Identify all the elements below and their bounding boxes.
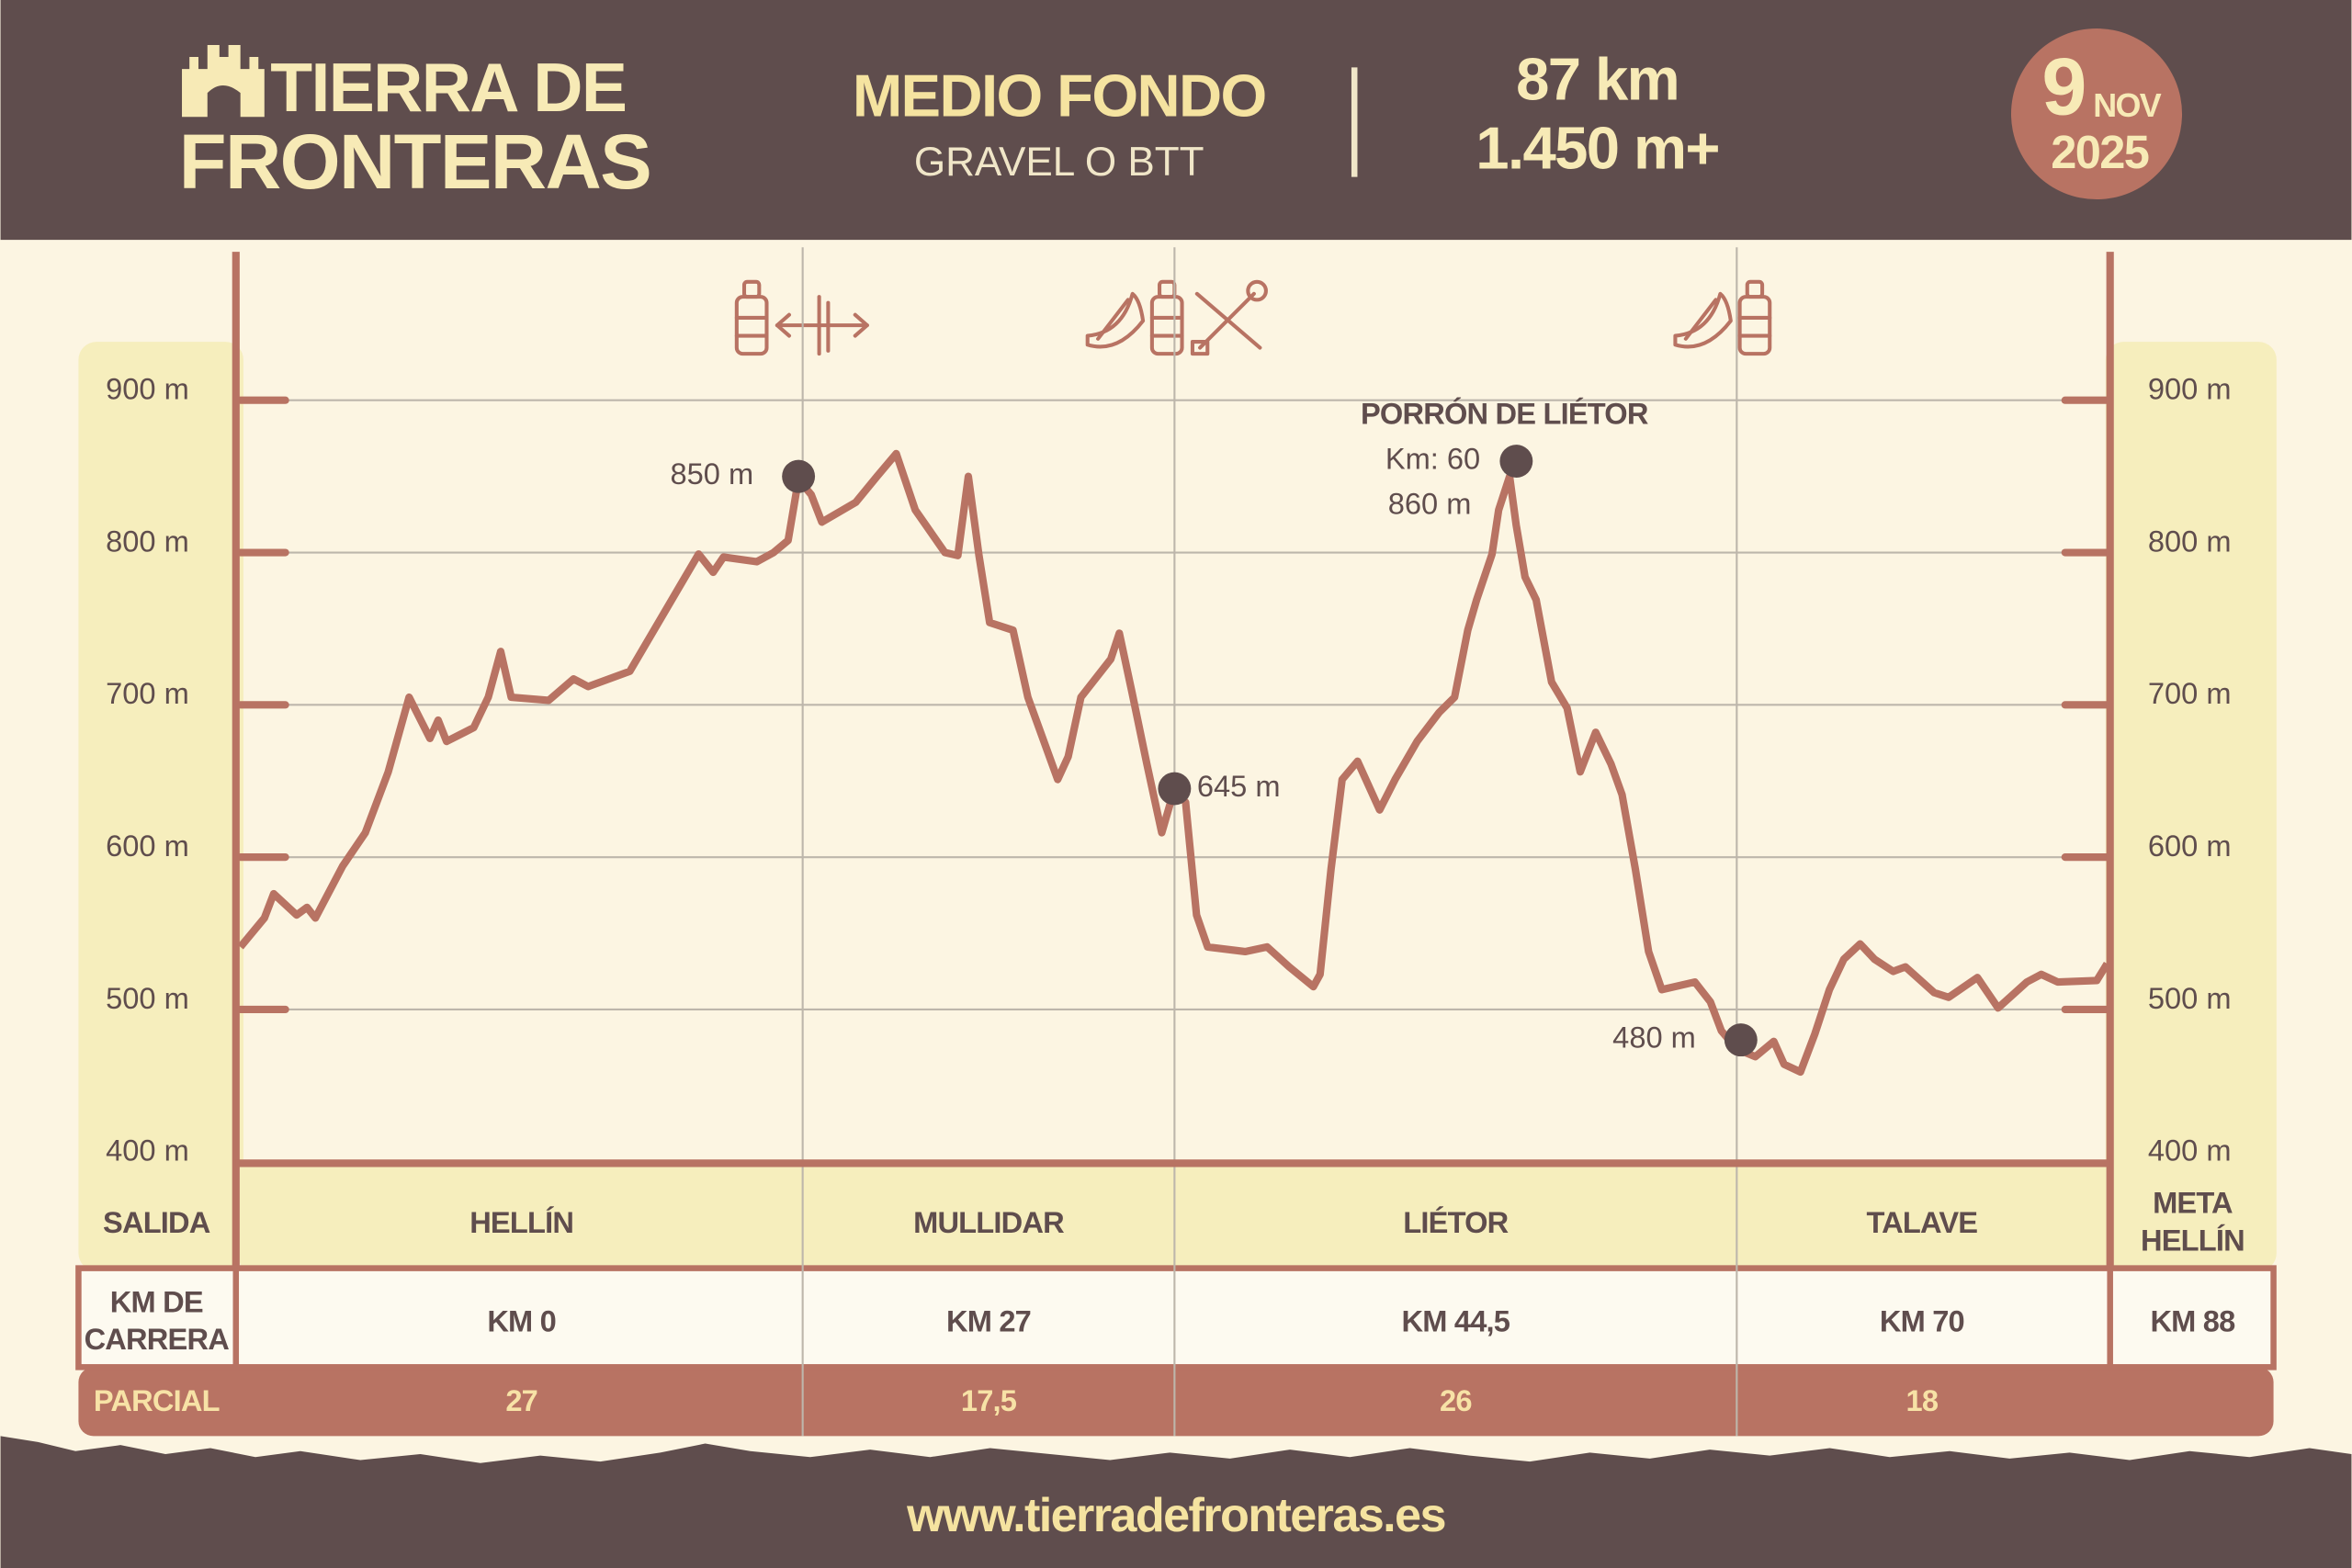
annotation-km: Km: 60 [1385,442,1480,476]
y-tick-label: 400 m [106,1134,189,1168]
x-tick-label: KM 70 [1880,1304,1964,1338]
header-band [0,0,2352,241]
y-tick-label: 800 m [2148,524,2232,558]
icons-km27 [734,279,869,356]
km-row [75,1265,2277,1371]
logo-line1: TIERRA DE [270,49,626,126]
elevation-gain: 1.450 m+ [1476,115,1719,182]
date-badge [2010,28,2183,200]
castle-icon [182,44,265,118]
finish-label: HELLÍN [2141,1223,2245,1257]
y-tick-label: 700 m [106,676,189,710]
partial-value: 17,5 [961,1383,1017,1417]
y-tick-label: 700 m [2148,676,2232,710]
place-label: TALAVE [1867,1205,1978,1239]
x-tick-label: KM 44,5 [1402,1304,1510,1338]
date-month: NOV [2093,87,2162,124]
annotation-label: 645 m [1197,769,1281,803]
footer-url[interactable]: www.tierradefronteras.es [906,1489,1446,1542]
date-year: 2025 [2051,126,2148,178]
y-tick-label: 400 m [2148,1134,2232,1168]
annotation-label: 480 m [1612,1021,1696,1055]
peak-marker [1724,1023,1758,1057]
place-label: LIÉTOR [1403,1205,1508,1239]
peak-marker [782,459,816,493]
finish-label: META [2153,1186,2233,1220]
footer-mountains [0,1436,2352,1568]
right-panel [2105,342,2277,1271]
icons-km44 [1085,279,1268,356]
partial-header: PARCIAL [94,1383,220,1417]
partial-value: 18 [1906,1383,1939,1417]
event-title: MEDIO FONDO [853,62,1266,130]
y-tick-label: 500 m [106,981,189,1015]
y-tick-label: 500 m [2148,981,2232,1015]
km-header: CARRERA [85,1322,230,1356]
x-tick-label: KM 0 [487,1304,556,1338]
x-tick-label: KM 27 [946,1304,1031,1338]
start-label: SALIDA [103,1205,210,1239]
place-label: MULLIDAR [913,1205,1064,1239]
logo-line2: FRONTERAS [179,118,650,205]
partial-row [78,1367,2274,1437]
elevation-profile [237,449,2110,1077]
date-day: 9 [2041,40,2085,131]
y-tick-label: 900 m [2148,372,2232,406]
icons-km70 [1673,279,1772,356]
place-label: HELLÍN [469,1205,573,1239]
km-header: KM DE [110,1284,203,1318]
x-tick-label: KM 88 [2150,1304,2235,1338]
peak-marker [1499,445,1533,478]
annotation-label: 860 m [1388,487,1472,521]
y-tick-label: 900 m [106,372,189,406]
partial-value: 27 [505,1383,537,1417]
y-tick-label: 600 m [2148,829,2232,863]
partial-value: 26 [1440,1383,1472,1417]
peak-marker [1158,772,1192,806]
event-subtitle: GRAVEL O BTT [914,140,1204,185]
y-tick-label: 600 m [106,829,189,863]
annotation-name: PORRÓN DE LIÉTOR [1361,397,1648,431]
left-panel [78,342,243,1271]
annotation-label: 850 m [670,457,753,491]
y-tick-label: 800 m [106,524,189,558]
distance: 87 km [1516,46,1679,113]
